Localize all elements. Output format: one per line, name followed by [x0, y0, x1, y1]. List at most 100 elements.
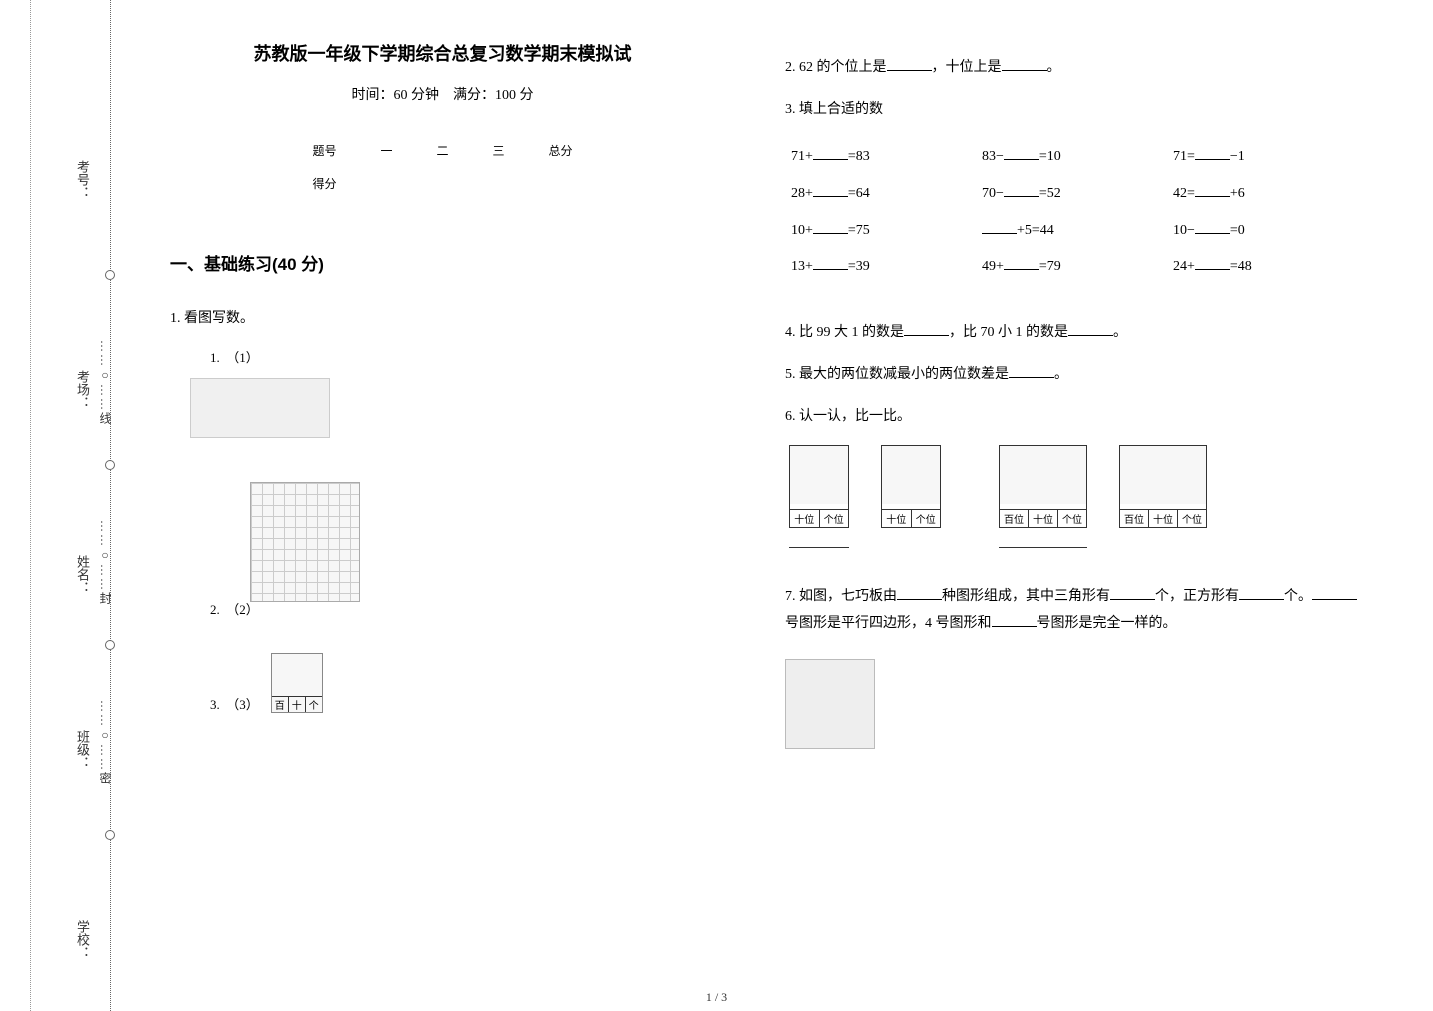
eq-cell: +5=44	[978, 214, 1167, 249]
score-table: 题号 一 二 三 总分 得分	[290, 134, 594, 200]
beads-image-icon	[190, 378, 330, 438]
fill-blank	[1195, 220, 1230, 234]
abacus-frame-icon: 十位 个位	[881, 445, 941, 528]
eq-cell: 71+=83	[787, 140, 976, 175]
table-row: 10+ =75 +5=44 10−=0	[787, 214, 1358, 249]
q2-text-a: 2. 62 的个位上是	[785, 60, 887, 75]
eq-cell: 13+=39	[787, 250, 976, 285]
fill-blank	[887, 57, 932, 71]
score-header-cell: 题号	[290, 134, 358, 167]
binding-label-class: 班级：	[73, 730, 92, 769]
q6-abacus-row: 十位 个位 十位 个位	[785, 445, 1360, 548]
eq-text: 71+	[791, 149, 813, 164]
q4-text-b: ，比 70 小 1 的数是	[949, 325, 1068, 340]
q7-text-a: 7. 如图，七巧板由	[785, 589, 897, 604]
fill-blank	[897, 586, 942, 600]
score-header-cell: 二	[414, 134, 470, 167]
eq-text: =75	[848, 223, 870, 238]
place-label: 十位	[1149, 510, 1178, 527]
place-label: 个位	[912, 510, 941, 527]
eq-cell: 10−=0	[1169, 214, 1358, 249]
abacus-frame-icon: 百位 十位 个位	[1119, 445, 1207, 528]
abacus-rods-icon	[1000, 446, 1086, 504]
question-6-label: 6. 认一认，比一比。	[785, 403, 1360, 431]
left-column: 苏教版一年级下学期综合总复习数学期末模拟试 时间：60 分钟 满分：100 分 …	[140, 30, 770, 970]
place-label: 十位	[882, 510, 912, 527]
q7-text-c: 个，正方形有	[1155, 589, 1239, 604]
right-column: 2. 62 的个位上是 ，十位上是。 3. 填上合适的数 71+=83 83−=1…	[770, 30, 1400, 970]
page-number: 1 / 3	[0, 990, 1433, 1005]
eq-text: 10+	[791, 223, 813, 238]
eq-cell: 70−=52	[978, 177, 1167, 212]
table-row: 得分	[290, 167, 594, 200]
abacus-frame-icon: 十位 个位	[789, 445, 849, 528]
place-label: 百位	[1000, 510, 1029, 527]
abacus-rods-icon	[1120, 446, 1206, 504]
q7-text-d: 个。	[1284, 589, 1312, 604]
eq-text: =10	[1039, 149, 1061, 164]
eq-cell: 10+ =75	[787, 214, 976, 249]
fill-blank	[813, 220, 848, 234]
q5-text-b: 。	[1054, 367, 1068, 382]
score-header-cell: 一	[358, 134, 414, 167]
abacus-3digit: 百位 十位 个位	[1119, 445, 1207, 548]
fill-blank	[1195, 146, 1230, 160]
question-5: 5. 最大的两位数减最小的两位数差是 。	[785, 361, 1360, 389]
binding-circle-icon	[105, 830, 115, 840]
abacus-2digit: 十位 个位	[789, 445, 849, 548]
page-content: 苏教版一年级下学期综合总复习数学期末模拟试 时间：60 分钟 满分：100 分 …	[140, 30, 1400, 970]
eq-cell: 24+=48	[1169, 250, 1358, 285]
question-7: 7. 如图，七巧板由种图形组成，其中三角形有个，正方形有个。号图形是平行四边形，…	[785, 584, 1360, 637]
fill-blank	[1195, 183, 1230, 197]
fill-blank	[813, 146, 848, 160]
binding-circle-icon	[105, 460, 115, 470]
eq-text: 49+	[982, 259, 1004, 274]
question-3-label: 3. 填上合适的数	[785, 96, 1360, 124]
q1-sub3-row: 3. （3） 百 十 个	[190, 653, 715, 713]
q2-text-b: ，十位上是	[932, 60, 1002, 75]
abacus-3digit: 百位 十位 个位	[999, 445, 1087, 548]
binding-label-room: 考场：	[73, 370, 92, 409]
place-label: 百位	[1120, 510, 1149, 527]
score-label-cell: 得分	[290, 167, 358, 200]
table-row: 71+=83 83−=10 71=−1	[787, 140, 1358, 175]
score-blank-cell	[358, 167, 414, 200]
table-row: 题号 一 二 三 总分	[290, 134, 594, 167]
place-label: 十位	[1029, 510, 1058, 527]
question-2: 2. 62 的个位上是，十位上是。	[785, 54, 1360, 82]
abacus-rods-icon	[790, 446, 848, 504]
q5-text-a: 5. 最大的两位数减最小的两位数差是	[785, 367, 1009, 382]
exam-subtitle: 时间：60 分钟 满分：100 分	[170, 84, 715, 104]
eq-text: =48	[1230, 259, 1252, 274]
fill-blank	[1009, 364, 1054, 378]
fill-blank	[1004, 256, 1039, 270]
q4-text-c: 。	[1113, 325, 1127, 340]
binding-label-id: 考号：	[73, 160, 92, 199]
q7-text-e: 号图形是平行四边形，4 号图形和	[785, 616, 992, 631]
table-row: 28+=64 70−=52 42=+6	[787, 177, 1358, 212]
binding-dotted-line	[110, 0, 112, 1011]
fill-blank	[982, 220, 1017, 234]
eq-text: 70−	[982, 186, 1004, 201]
counter-col-label: 百	[272, 697, 289, 712]
table-row: 13+=39 49+ =79 24+=48	[787, 250, 1358, 285]
score-header-cell: 总分	[527, 134, 595, 167]
fill-blank	[1004, 183, 1039, 197]
q1-sub2-figure	[190, 482, 715, 607]
q1-sub3-label: 3. （3）	[190, 694, 259, 713]
fill-blank	[1239, 586, 1284, 600]
binding-dash-mi: ……○……密	[97, 700, 114, 786]
abacus-rods-icon	[882, 446, 940, 504]
q1-sub1-label: 1. （1）	[170, 347, 715, 366]
q1-sub2-label: 2. （2）	[170, 599, 715, 618]
abacus-2digit: 十位 个位	[881, 445, 941, 548]
tangram-image-icon	[785, 659, 875, 749]
q1-sub1-figure	[190, 378, 715, 438]
counter-base-labels: 百 十 个	[272, 696, 322, 712]
binding-dash-feng: ……○……封	[97, 520, 114, 606]
eq-text: −1	[1230, 149, 1245, 164]
eq-text: =39	[848, 259, 870, 274]
fill-blank	[1312, 586, 1357, 600]
eq-text: =79	[1039, 259, 1061, 274]
binding-margin: 学校： 班级： 姓名： 考场： 考号：	[30, 0, 120, 1011]
